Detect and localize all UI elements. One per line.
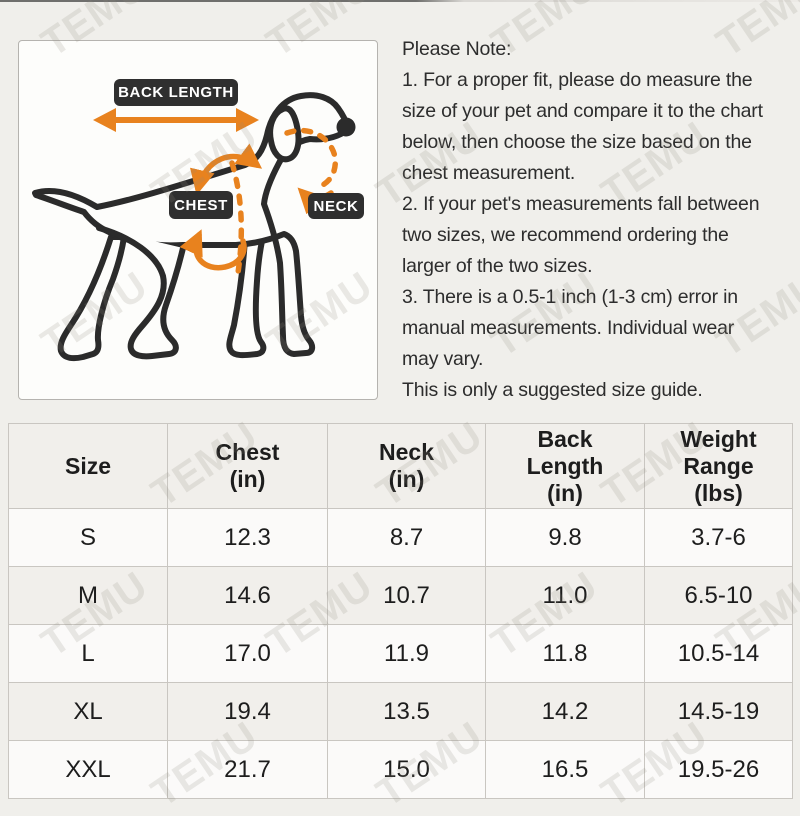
dog-ear xyxy=(267,105,302,163)
dog-nose xyxy=(336,117,356,137)
header-line: Weight xyxy=(680,425,757,452)
header-line: (in) xyxy=(229,466,266,492)
back-length-label: BACK LENGTH xyxy=(114,79,238,106)
cell-back-length: 11.0 xyxy=(485,566,645,625)
note-line: This is only a suggested size guide. xyxy=(402,379,703,401)
cell-size: XL xyxy=(8,682,168,741)
table-header-cell-size: Size xyxy=(8,423,168,509)
cell-weight-range: 10.5-14 xyxy=(644,624,793,683)
cell-neck: 10.7 xyxy=(327,566,486,625)
dog-far-front-leg xyxy=(226,236,267,359)
neck-label: NECK xyxy=(308,193,364,219)
cell-size: M xyxy=(8,566,168,625)
header-line: Range xyxy=(683,452,754,479)
note-line: 3. There is a 0.5-1 inch (1-3 cm) error … xyxy=(402,286,738,308)
note-line: two sizes, we recommend ordering the xyxy=(402,224,729,246)
chest-upper-arrow-arc xyxy=(190,143,263,196)
cell-weight-range: 3.7-6 xyxy=(644,508,793,567)
header-line: Neck xyxy=(379,439,434,465)
cell-size: S xyxy=(8,508,168,567)
chest-dashed-line xyxy=(229,160,245,282)
note-line: manual measurements. Individual wear xyxy=(402,317,735,339)
neck-dashed-arc xyxy=(284,127,339,191)
chest-lower-arrow-arc xyxy=(179,229,247,271)
header-line: Back xyxy=(537,425,593,452)
table-header-cell-neck: Neck (in) xyxy=(327,423,486,509)
cell-back-length: 16.5 xyxy=(485,740,645,799)
cell-back-length: 9.8 xyxy=(485,508,645,567)
cell-size: L xyxy=(8,624,168,683)
table-row-xxl: XXL 21.7 15.0 16.5 19.5-26 xyxy=(8,740,793,799)
cell-chest: 14.6 xyxy=(167,566,328,625)
note-line: larger of the two sizes. xyxy=(402,255,593,277)
cell-weight-range: 19.5-26 xyxy=(644,740,793,799)
note-line: size of your pet and compare it to the c… xyxy=(402,100,763,122)
dog-near-hind-leg xyxy=(96,225,186,360)
cell-chest: 19.4 xyxy=(167,682,328,741)
note-line: may vary. xyxy=(402,348,484,370)
dog-measurement-diagram: BACK LENGTH CHEST NECK xyxy=(18,40,378,400)
note-line: chest measurement. xyxy=(402,162,576,184)
cell-neck: 13.5 xyxy=(327,682,486,741)
please-note-text: Please Note: 1. For a proper fit, please… xyxy=(402,34,798,406)
back-length-arrowhead-left xyxy=(93,108,116,132)
table-header-cell-back-length: Back Length (in) xyxy=(485,423,645,509)
cell-chest: 21.7 xyxy=(167,740,328,799)
dog-far-hind-leg xyxy=(57,234,127,362)
cell-chest: 17.0 xyxy=(167,624,328,683)
cell-weight-range: 14.5-19 xyxy=(644,682,793,741)
cell-back-length: 11.8 xyxy=(485,624,645,683)
note-line: Please Note: xyxy=(402,38,512,60)
dog-outline-svg xyxy=(32,92,356,362)
cell-back-length: 14.2 xyxy=(485,682,645,741)
header-line: (in) xyxy=(388,466,425,492)
header-line: Length xyxy=(526,452,604,479)
note-line: 2. If your pet's measurements fall betwe… xyxy=(402,193,760,215)
cell-neck: 8.7 xyxy=(327,508,486,567)
header-line: (in) xyxy=(547,479,583,506)
table-row-l: L 17.0 11.9 11.8 10.5-14 xyxy=(8,624,793,683)
table-header-cell-weight-range: Weight Range (lbs) xyxy=(644,423,793,509)
table-row-m: M 14.6 10.7 11.0 6.5-10 xyxy=(8,566,793,625)
header-line: Size xyxy=(64,452,112,479)
table-row-xl: XL 19.4 13.5 14.2 14.5-19 xyxy=(8,682,793,741)
header-line: (lbs) xyxy=(694,479,743,506)
table-header-cell-chest: Chest (in) xyxy=(167,423,328,509)
cell-weight-range: 6.5-10 xyxy=(644,566,793,625)
header-line: Chest xyxy=(215,439,280,465)
table-header-row: Size Chest (in) Neck (in) Back Length (i… xyxy=(8,423,793,509)
back-length-arrowhead-right xyxy=(236,108,259,132)
table-row-s: S 12.3 8.7 9.8 3.7-6 xyxy=(8,508,793,567)
chest-label: CHEST xyxy=(169,191,233,219)
size-chart-table: Size Chest (in) Neck (in) Back Length (i… xyxy=(8,423,793,799)
measurement-annotations xyxy=(93,108,339,282)
note-line: below, then choose the size based on the xyxy=(402,131,752,153)
note-line: 1. For a proper fit, please do measure t… xyxy=(402,69,753,91)
image-top-border xyxy=(0,0,800,2)
cell-neck: 15.0 xyxy=(327,740,486,799)
cell-size: XXL xyxy=(8,740,168,799)
cell-neck: 11.9 xyxy=(327,624,486,683)
cell-chest: 12.3 xyxy=(167,508,328,567)
